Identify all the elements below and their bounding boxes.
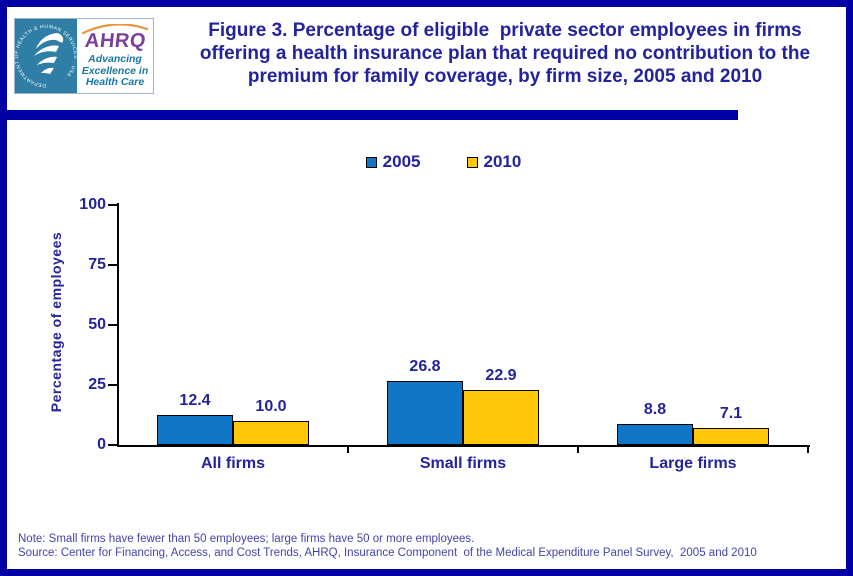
- y-tick-mark: [108, 204, 117, 206]
- note-text: Note: Small firms have fewer than 50 emp…: [18, 533, 475, 545]
- source-text: Source: Center for Financing, Access, an…: [18, 546, 757, 559]
- figure-title-line: offering a health insurance plan that re…: [199, 43, 811, 64]
- legend-label: 2010: [483, 152, 522, 171]
- ahrq-swoosh-icon: [81, 23, 149, 34]
- hhs-ahrq-logo: DEPARTMENT OF HEALTH & HUMAN SERVICES · …: [14, 18, 154, 94]
- ahrq-wordmark: AHRQ: [83, 29, 147, 52]
- y-axis-line: [117, 203, 119, 447]
- bar-2005-small-firms: [387, 381, 463, 445]
- bar-2010-large-firms: [693, 428, 769, 445]
- y-tick-label: 50: [88, 316, 106, 333]
- x-axis-tick: [347, 446, 349, 453]
- y-tick-mark: [108, 384, 117, 386]
- figure-title-line: Figure 3. Percentage of eligible private…: [208, 20, 802, 41]
- bar-2010-all-firms: [233, 421, 309, 445]
- y-tick-label: 0: [97, 436, 106, 453]
- legend-item-2005: 2005: [365, 152, 421, 172]
- legend-swatch-2005: [365, 156, 377, 168]
- bar-2005-all-firms: [157, 415, 233, 445]
- bar-2010-small-firms: [463, 390, 539, 445]
- x-axis-tick: [807, 446, 809, 453]
- category-label-large-firms: Large firms: [649, 455, 737, 472]
- category-label-small-firms: Small firms: [419, 455, 507, 472]
- tagline-line: Excellence in: [81, 64, 149, 77]
- legend-item-2010: 2010: [466, 152, 522, 172]
- y-tick-label: 100: [79, 196, 106, 213]
- hhs-seal-icon: DEPARTMENT OF HEALTH & HUMAN SERVICES · …: [14, 19, 78, 93]
- value-label-2010-large-firms: 7.1: [719, 405, 743, 422]
- y-tick-label: 25: [88, 376, 106, 393]
- figure-title-line: premium for family coverage, by firm siz…: [247, 66, 763, 87]
- header-divider: [0, 110, 738, 120]
- category-label-all-firms: All firms: [200, 455, 265, 472]
- legend-label: 2005: [382, 152, 421, 171]
- tagline-line: Advancing: [88, 52, 142, 65]
- tagline-line: Health Care: [85, 76, 145, 89]
- eagle-icon: [34, 33, 64, 74]
- y-tick-mark: [108, 444, 117, 446]
- legend-swatch-2010: [466, 156, 478, 168]
- figure-title: Figure 3. Percentage of eligible private…: [160, 19, 850, 88]
- value-label-2010-all-firms: 10.0: [255, 398, 287, 415]
- y-tick-mark: [108, 264, 117, 266]
- chart-legend: 2005 2010: [17, 151, 853, 173]
- x-axis-tick: [577, 446, 579, 453]
- value-label-2005-large-firms: 8.8: [643, 401, 667, 418]
- y-tick-mark: [108, 324, 117, 326]
- bar-2005-large-firms: [617, 424, 693, 445]
- x-axis-line: [117, 445, 810, 447]
- value-label-2010-small-firms: 22.9: [485, 367, 517, 384]
- value-label-2005-all-firms: 12.4: [179, 392, 211, 409]
- value-label-2005-small-firms: 26.8: [409, 358, 441, 375]
- y-tick-label: 75: [88, 256, 106, 273]
- ahrq-tagline: Advancing Excellence in Health Care: [81, 52, 149, 89]
- footer-notes: Note: Small firms have fewer than 50 emp…: [18, 533, 757, 560]
- ahrq-wordmark-block: AHRQ Advancing Excellence in Health Care: [77, 19, 153, 93]
